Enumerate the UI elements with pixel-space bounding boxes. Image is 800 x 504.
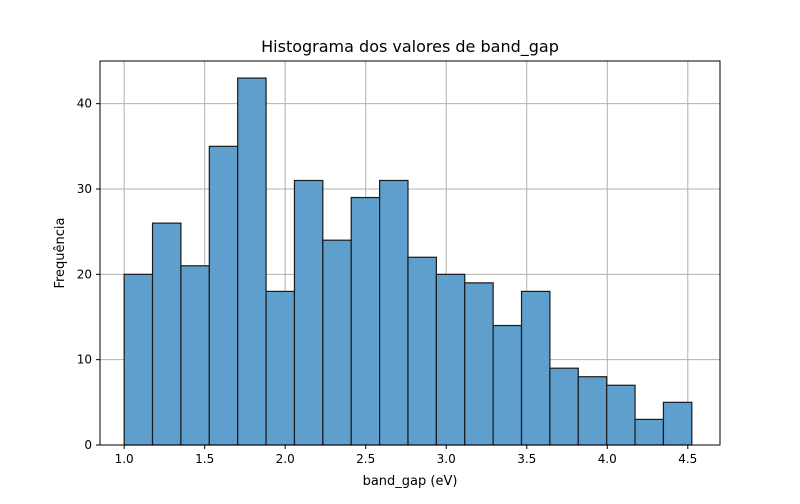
histogram-bar	[265, 290, 296, 446]
y-tick-label: 20	[77, 267, 92, 281]
y-tick-label: 30	[77, 182, 92, 196]
histogram-bar	[634, 418, 665, 446]
histogram-bar	[662, 401, 693, 446]
bar-layer	[123, 77, 693, 446]
histogram-bar	[208, 145, 239, 446]
y-tick-label: 40	[77, 97, 92, 111]
histogram-bar	[435, 273, 466, 446]
histogram-bar	[237, 77, 267, 446]
x-axis-label: band_gap (eV)	[363, 474, 458, 489]
x-tick-label: 1.0	[115, 452, 134, 466]
histogram-bar	[407, 256, 437, 446]
histogram-bar	[151, 222, 182, 446]
y-axis-label: Frequência	[53, 217, 68, 288]
histogram-bar	[350, 196, 381, 446]
y-tick-label: 10	[77, 353, 92, 367]
histogram-bar	[464, 282, 494, 446]
x-tick-label: 3.5	[517, 452, 536, 466]
x-tick-label: 1.5	[195, 452, 214, 466]
histogram-bar	[606, 384, 636, 446]
x-tick-label: 4.5	[678, 452, 697, 466]
chart-title: Histograma dos valores de band_gap	[261, 37, 559, 57]
histogram-bar	[293, 179, 324, 446]
histogram-bar	[549, 367, 579, 446]
x-tick-label: 2.0	[276, 452, 295, 466]
histogram-bar	[123, 273, 154, 446]
tick-layer: 1.0 1.5 2.0 2.5 3.0 3.5 4.0 4.5 0 10 20 30 40	[77, 97, 698, 466]
histogram-bar	[492, 324, 523, 446]
y-tick-label: 0	[84, 438, 92, 452]
histogram-bar	[577, 376, 608, 446]
histogram-bar	[520, 290, 551, 446]
x-tick-label: 2.5	[356, 452, 375, 466]
histogram-bar	[322, 239, 352, 446]
histogram-bar	[379, 179, 409, 446]
x-tick-label: 3.0	[437, 452, 456, 466]
histogram-bar	[180, 265, 210, 446]
x-tick-label: 4.0	[598, 452, 617, 466]
plot-frame	[99, 60, 721, 446]
